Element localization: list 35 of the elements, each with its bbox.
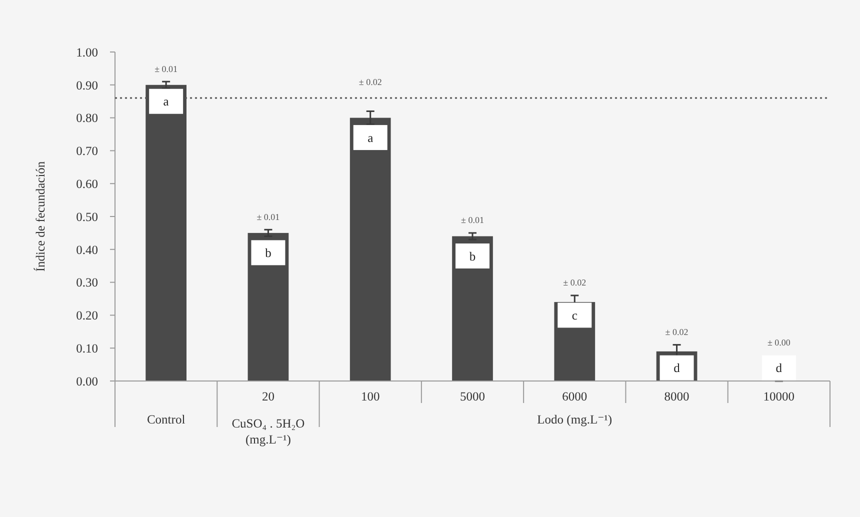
annotation: ± 0.02	[358, 77, 382, 88]
y-tick-label: 0.30	[76, 276, 98, 290]
y-tick-label: 0.50	[76, 210, 98, 224]
x-tick-label: 100	[360, 389, 380, 404]
annotation: ± 0.01	[154, 64, 178, 74]
y-tick-label: 0.40	[76, 242, 98, 257]
x-tick-label: 10000	[763, 389, 795, 404]
annotation: a	[163, 94, 170, 109]
y-tick-label: 0.90	[76, 78, 98, 92]
annotation: b	[265, 246, 272, 260]
y-tick-label: 0.10	[76, 341, 98, 356]
annotation: d	[776, 361, 783, 376]
x-tick-label: 5000	[460, 389, 485, 404]
y-tick-label: 0.20	[76, 308, 98, 323]
annotation: c	[572, 308, 578, 323]
x-tick-label: 8000	[664, 389, 690, 404]
text: CuSO₄ . 5H₂O (mg.L⁻¹)	[232, 416, 305, 446]
annotation: ± 0.02	[563, 278, 586, 288]
y-tick-label: 1.00	[76, 45, 98, 60]
y-axis-title: Índice de fecundación	[33, 160, 48, 272]
text: Lodo (mg.L⁻¹)	[537, 412, 612, 426]
annotation: ± 0.00	[767, 337, 791, 348]
annotation: ± 0.01	[461, 215, 484, 226]
annotation: b	[469, 249, 476, 264]
annotation: a	[368, 130, 374, 145]
x-tick-label: 20	[262, 389, 274, 404]
text: Control	[146, 412, 186, 426]
x-tick-label: 6000	[562, 389, 588, 404]
annotation: ± 0.01	[256, 212, 280, 222]
y-tick-label: 0.60	[76, 176, 98, 191]
annotation: ± 0.02	[665, 326, 688, 337]
y-tick-label: 0.00	[76, 374, 98, 388]
y-tick-label: 0.70	[76, 144, 98, 158]
annotation: d	[674, 361, 681, 376]
y-tick-label: 0.80	[76, 111, 98, 126]
